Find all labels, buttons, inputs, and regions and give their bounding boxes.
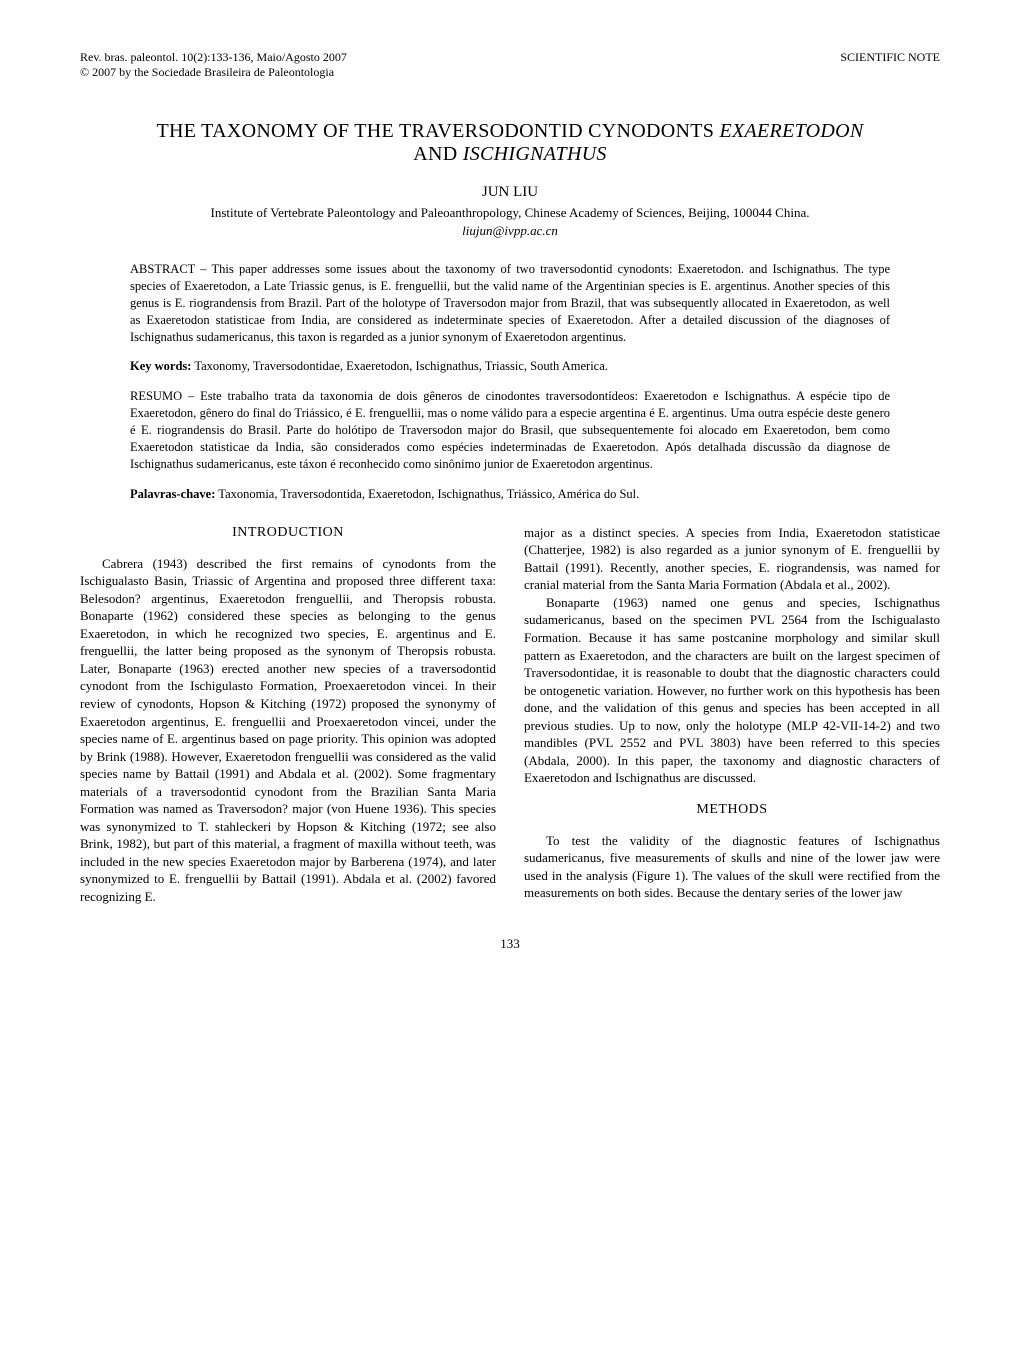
page-number: 133 — [80, 936, 940, 952]
keywords-pt-label: Palavras-chave: — [130, 487, 215, 501]
title-part-2: AND — [413, 143, 463, 165]
right-column: major as a distinct species. A species f… — [524, 524, 940, 906]
title-part-1: THE TAXONOMY OF THE TRAVERSODONTID CYNOD… — [156, 120, 719, 142]
affiliation: Institute of Vertebrate Paleontology and… — [80, 205, 940, 221]
abstract-english: ABSTRACT – This paper addresses some iss… — [130, 261, 890, 345]
two-column-body: INTRODUCTION Cabrera (1943) described th… — [80, 524, 940, 906]
author-name: JUN LIU — [80, 184, 940, 201]
methods-heading: METHODS — [524, 801, 940, 820]
methods-paragraph-1: To test the validity of the diagnostic f… — [524, 832, 940, 902]
intro-continuation: major as a distinct species. A species f… — [524, 524, 940, 594]
journal-line-1: Rev. bras. paleontol. 10(2):133-136, Mai… — [80, 50, 347, 65]
scientific-note-label: SCIENTIFIC NOTE — [840, 50, 940, 80]
title-genus-2: ISCHIGNATHUS — [463, 143, 607, 165]
keywords-english: Key words: Taxonomy, Traversodontidae, E… — [130, 359, 890, 374]
intro-paragraph-1: Cabrera (1943) described the first remai… — [80, 555, 496, 906]
abstract-portuguese: RESUMO – Este trabalho trata da taxonomi… — [130, 388, 890, 472]
journal-info: Rev. bras. paleontol. 10(2):133-136, Mai… — [80, 50, 347, 80]
left-column: INTRODUCTION Cabrera (1943) described th… — [80, 524, 496, 906]
author-email: liujun@ivpp.ac.cn — [80, 223, 940, 239]
keywords-en-text: Taxonomy, Traversodontidae, Exaeretodon,… — [191, 359, 607, 373]
journal-line-2: © 2007 by the Sociedade Brasileira de Pa… — [80, 65, 347, 80]
keywords-pt-text: Taxonomia, Traversodontida, Exaeretodon,… — [215, 487, 639, 501]
running-header: Rev. bras. paleontol. 10(2):133-136, Mai… — [80, 50, 940, 80]
introduction-heading: INTRODUCTION — [80, 524, 496, 543]
keywords-portuguese: Palavras-chave: Taxonomia, Traversodonti… — [130, 487, 890, 502]
intro-paragraph-2: Bonaparte (1963) named one genus and spe… — [524, 594, 940, 787]
article-title: THE TAXONOMY OF THE TRAVERSODONTID CYNOD… — [80, 120, 940, 166]
title-genus-1: EXAERETODON — [719, 120, 863, 142]
keywords-en-label: Key words: — [130, 359, 191, 373]
